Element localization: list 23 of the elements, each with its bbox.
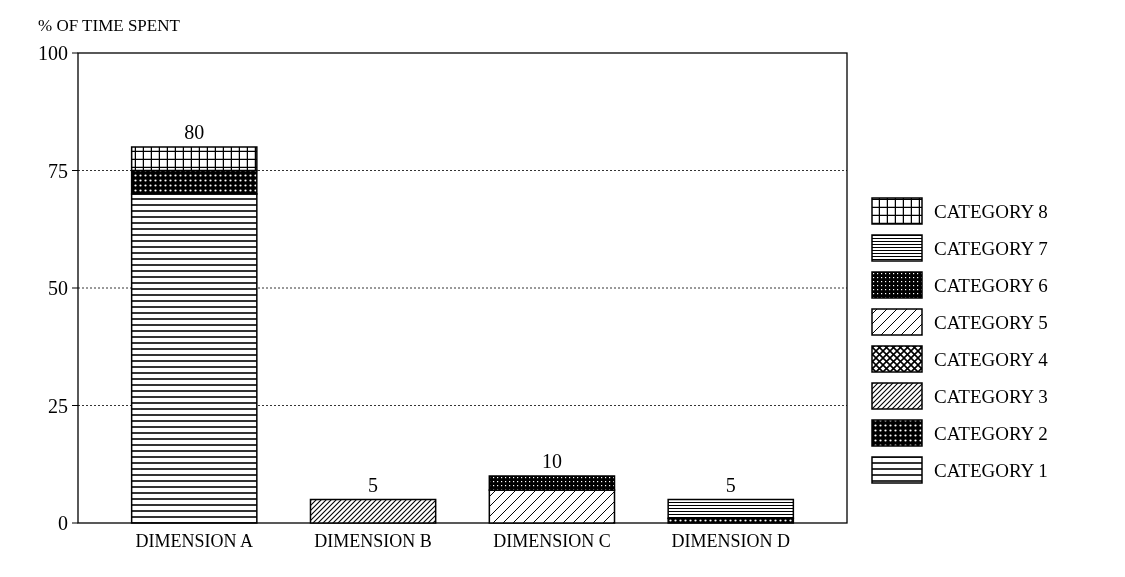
total-label: 5 xyxy=(368,473,379,496)
total-label: 80 xyxy=(184,121,205,143)
legend-label: CATEGORY 8 xyxy=(934,200,1048,222)
legend-label: CATEGORY 3 xyxy=(934,385,1048,407)
y-tick-label: 50 xyxy=(48,277,68,299)
y-tick-label: 0 xyxy=(58,512,68,534)
total-label: 10 xyxy=(541,450,562,472)
x-tick-label: DIMENSION D xyxy=(671,531,791,551)
y-tick-label: 25 xyxy=(48,394,68,417)
legend-label: CATEGORY 6 xyxy=(934,274,1048,296)
x-tick-label: DIMENSION C xyxy=(493,531,611,551)
y-tick-label: 75 xyxy=(48,159,68,182)
x-tick-label: DIMENSION B xyxy=(314,531,432,551)
total-label: 5 xyxy=(725,473,736,496)
bar xyxy=(667,498,795,520)
y-tick-label: 100 xyxy=(38,42,68,64)
legend-label: CATEGORY 5 xyxy=(934,311,1048,333)
y-axis-title: % OF TIME SPENT xyxy=(38,16,181,35)
legend-label: CATEGORY 7 xyxy=(934,237,1048,259)
legend-label: CATEGORY 1 xyxy=(934,459,1048,481)
legend-label: CATEGORY 4 xyxy=(934,348,1049,370)
legend-label: CATEGORY 2 xyxy=(934,422,1048,444)
x-tick-label: DIMENSION A xyxy=(135,531,253,551)
